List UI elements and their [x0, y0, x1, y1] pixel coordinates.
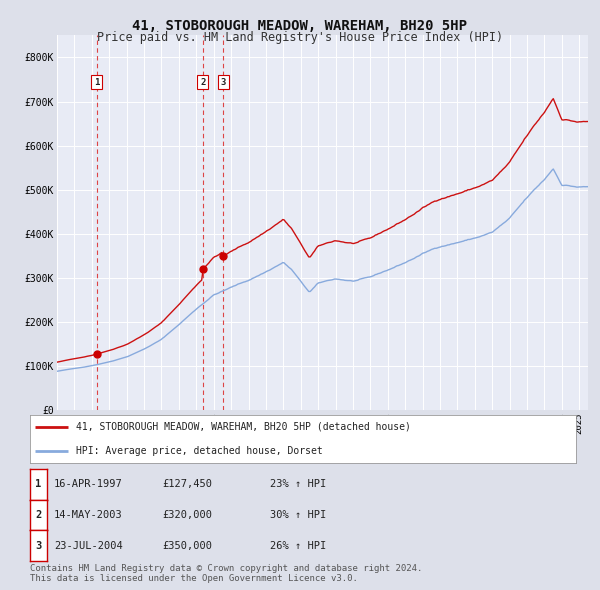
- Text: 23-JUL-2004: 23-JUL-2004: [54, 541, 123, 550]
- Text: £127,450: £127,450: [162, 480, 212, 489]
- Text: 26% ↑ HPI: 26% ↑ HPI: [270, 541, 326, 550]
- Text: 30% ↑ HPI: 30% ↑ HPI: [270, 510, 326, 520]
- Text: 2: 2: [200, 78, 205, 87]
- Text: 2: 2: [35, 510, 41, 520]
- Text: £350,000: £350,000: [162, 541, 212, 550]
- Text: 41, STOBOROUGH MEADOW, WAREHAM, BH20 5HP: 41, STOBOROUGH MEADOW, WAREHAM, BH20 5HP: [133, 19, 467, 33]
- Text: 3: 3: [35, 541, 41, 550]
- Text: Price paid vs. HM Land Registry's House Price Index (HPI): Price paid vs. HM Land Registry's House …: [97, 31, 503, 44]
- Text: HPI: Average price, detached house, Dorset: HPI: Average price, detached house, Dors…: [76, 446, 323, 456]
- Text: 16-APR-1997: 16-APR-1997: [54, 480, 123, 489]
- Text: £320,000: £320,000: [162, 510, 212, 520]
- Text: 14-MAY-2003: 14-MAY-2003: [54, 510, 123, 520]
- Text: Contains HM Land Registry data © Crown copyright and database right 2024.
This d: Contains HM Land Registry data © Crown c…: [30, 564, 422, 584]
- Text: 1: 1: [35, 480, 41, 489]
- Text: 3: 3: [221, 78, 226, 87]
- Text: 41, STOBOROUGH MEADOW, WAREHAM, BH20 5HP (detached house): 41, STOBOROUGH MEADOW, WAREHAM, BH20 5HP…: [76, 422, 411, 432]
- Text: 1: 1: [94, 78, 100, 87]
- Text: 23% ↑ HPI: 23% ↑ HPI: [270, 480, 326, 489]
